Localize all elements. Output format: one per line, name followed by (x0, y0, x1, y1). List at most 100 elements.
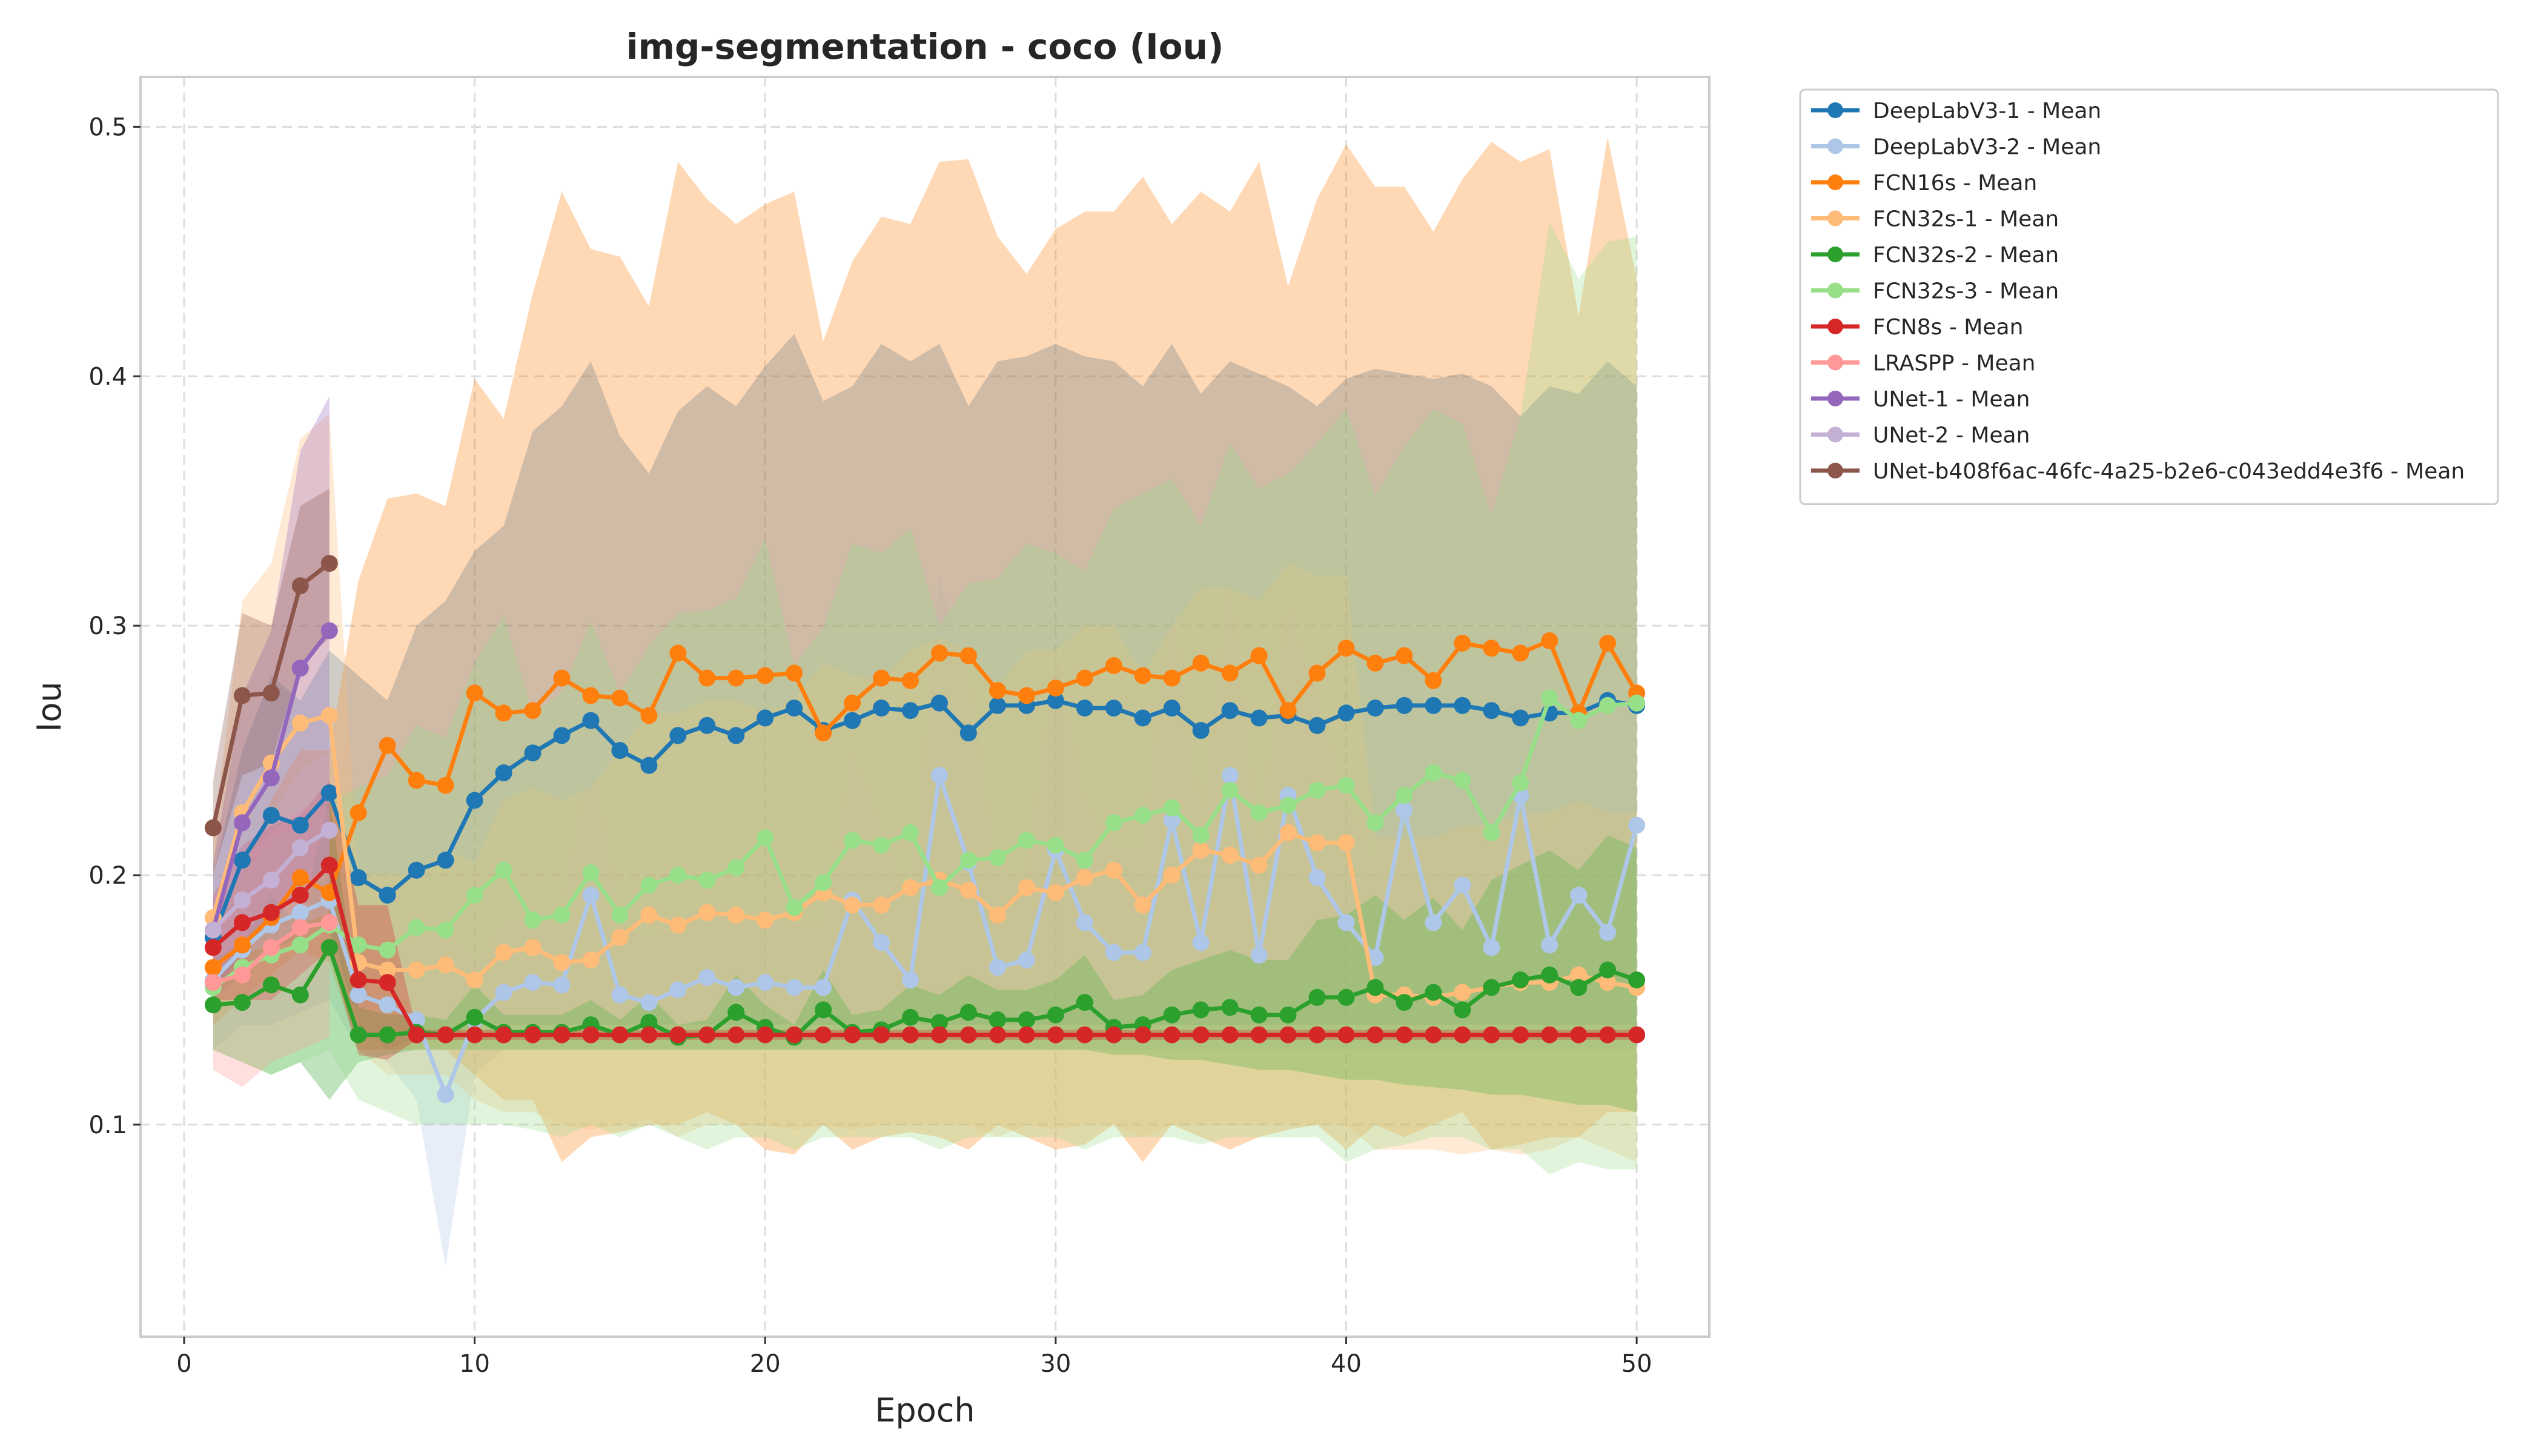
data-point (1105, 814, 1122, 832)
band-0 (213, 334, 1637, 1050)
data-point (873, 934, 890, 951)
data-point (989, 697, 1006, 714)
data-point (727, 1004, 745, 1021)
data-point (1134, 667, 1151, 684)
legend-label: UNet-2 - Mean (1873, 423, 2030, 448)
data-point (1337, 988, 1355, 1006)
data-point (379, 736, 396, 754)
data-point (1396, 1026, 1413, 1044)
data-point (1454, 635, 1471, 652)
data-point (1570, 887, 1588, 904)
data-point (291, 869, 309, 887)
data-point (1483, 640, 1500, 657)
data-point (959, 647, 977, 664)
data-point (1628, 816, 1646, 834)
data-point (320, 707, 338, 724)
data-point (1134, 896, 1151, 914)
data-point (291, 887, 309, 904)
data-point (1483, 979, 1500, 996)
data-point (1483, 702, 1500, 720)
data-point (495, 984, 512, 1001)
legend-label: FCN32s-1 - Mean (1873, 207, 2059, 232)
data-point (320, 821, 338, 839)
legend-label: FCN32s-3 - Mean (1873, 279, 2059, 304)
data-point (1221, 782, 1239, 799)
data-point (1396, 994, 1413, 1011)
data-point (989, 1026, 1006, 1044)
data-point (1018, 687, 1035, 704)
data-point (1425, 697, 1442, 714)
data-point (437, 956, 454, 974)
data-point (1018, 879, 1035, 896)
data-point (582, 712, 600, 729)
data-point (989, 849, 1006, 867)
data-point (582, 951, 600, 969)
data-point (1250, 946, 1268, 964)
data-point (844, 832, 861, 849)
data-point (611, 906, 629, 924)
data-point (1192, 1001, 1210, 1019)
data-point (437, 776, 454, 794)
data-point (495, 944, 512, 961)
data-point (1308, 664, 1326, 682)
band-5 (213, 221, 1637, 1175)
data-point (553, 976, 571, 994)
data-point (844, 1026, 861, 1044)
data-point (1512, 774, 1529, 792)
data-point (291, 919, 309, 936)
data-point (349, 804, 367, 821)
data-point (1192, 934, 1210, 951)
data-point (698, 716, 716, 734)
data-point (786, 664, 803, 682)
x-tick-label: 30 (1040, 1350, 1071, 1378)
data-point (349, 986, 367, 1004)
data-point (233, 966, 251, 984)
data-point (786, 899, 803, 916)
legend-marker (1827, 391, 1843, 406)
data-point (1425, 914, 1442, 932)
data-point (1221, 999, 1239, 1016)
data-point (1221, 664, 1239, 682)
legend-label: FCN16s - Mean (1873, 171, 2037, 196)
series-lines (204, 555, 1646, 1104)
data-point (1425, 1026, 1442, 1044)
data-point (1628, 1026, 1646, 1044)
data-point (1279, 702, 1297, 720)
data-point (1047, 692, 1064, 709)
data-point (1599, 697, 1617, 714)
data-point (1541, 966, 1559, 984)
data-point (1570, 966, 1588, 984)
data-point (1076, 1026, 1093, 1044)
data-point (989, 1011, 1006, 1028)
data-point (524, 702, 542, 720)
legend-marker (1827, 354, 1843, 371)
data-point (902, 824, 919, 841)
data-point (1047, 680, 1064, 697)
data-point (1308, 782, 1326, 799)
data-point (408, 861, 425, 879)
legend: DeepLabV3-1 - Mean DeepLabV3-2 - Mean FCN1… (1799, 88, 2499, 505)
data-point (204, 974, 222, 991)
chart-title: img-segmentation - coco (Iou) (626, 26, 1224, 67)
data-point (1483, 1026, 1500, 1044)
data-point (495, 704, 512, 722)
data-point (931, 879, 948, 896)
data-point (466, 792, 483, 809)
data-point (379, 941, 396, 959)
data-point (1512, 971, 1529, 988)
data-point (902, 702, 919, 720)
data-point (1425, 672, 1442, 689)
data-point (611, 1026, 629, 1044)
data-point (757, 709, 774, 727)
data-point (640, 994, 658, 1011)
data-point (959, 852, 977, 869)
data-point (1047, 884, 1064, 901)
data-point (1105, 944, 1122, 961)
data-point (902, 672, 919, 689)
data-point (1047, 1006, 1064, 1024)
data-point (1279, 824, 1297, 841)
data-point (320, 856, 338, 874)
data-point (902, 879, 919, 896)
data-point (1337, 704, 1355, 722)
x-tick-label: 20 (750, 1350, 781, 1378)
